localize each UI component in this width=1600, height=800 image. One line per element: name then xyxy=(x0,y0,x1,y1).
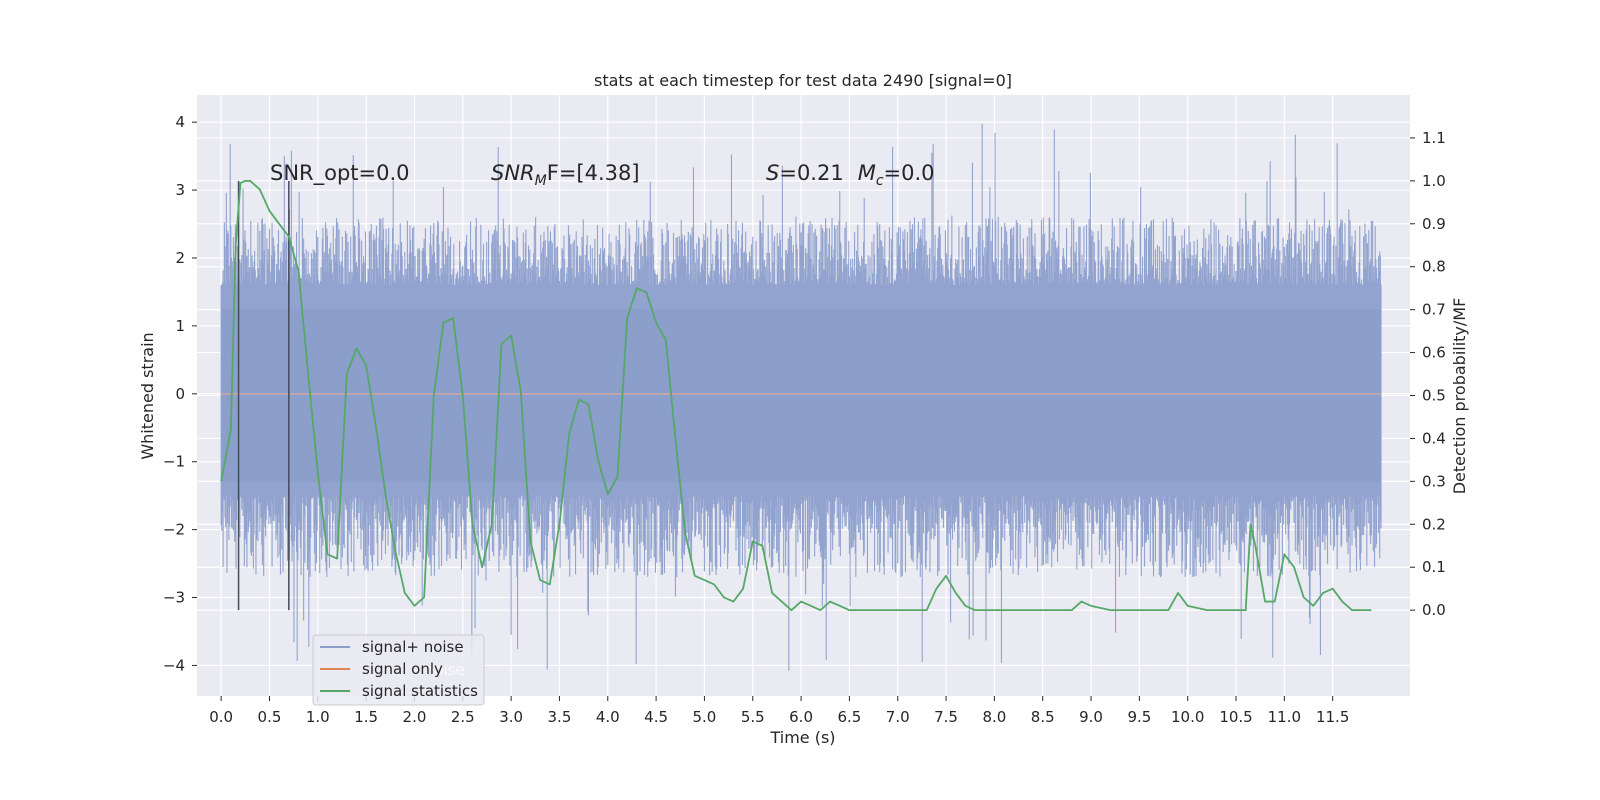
y-tick-label: −1 xyxy=(163,453,185,471)
y-right-axis-label: Detection probability/MF xyxy=(1450,298,1469,495)
y-right-tick-label: 1.1 xyxy=(1422,129,1446,147)
x-tick-label: 6.5 xyxy=(837,708,861,726)
x-tick-label: 10.5 xyxy=(1219,708,1252,726)
x-tick-label: 10.0 xyxy=(1171,708,1204,726)
noise-core-band xyxy=(221,308,1382,483)
annotation-snr-mf-prefix: SNR xyxy=(491,161,535,185)
y-right-tick-label: 0.0 xyxy=(1422,601,1446,619)
x-axis-ticks: 0.0 0.5 1.0 1.5 2.0 2.5 3.0 3.5 4.0 4.5 5.0 5.5 6.0 6… xyxy=(209,696,1349,726)
y-right-tick-label: 0.7 xyxy=(1422,301,1446,319)
y-tick-label: −3 xyxy=(163,589,185,607)
x-tick-label: 1.5 xyxy=(354,708,378,726)
x-tick-label: 11.0 xyxy=(1268,708,1301,726)
legend-label-signal-plus-noise: signal+ noise xyxy=(362,638,464,656)
vertical-markers xyxy=(237,180,290,611)
y-tick-label: −2 xyxy=(163,521,185,539)
x-tick-label: 2.0 xyxy=(403,708,427,726)
annotation-snr-mf-sub: M xyxy=(535,173,547,189)
x-tick-label: 4.0 xyxy=(596,708,620,726)
x-tick-label: 3.5 xyxy=(548,708,572,726)
x-tick-label: 1.0 xyxy=(306,708,330,726)
x-tick-label: 11.5 xyxy=(1316,708,1349,726)
series-signal-plus-noise xyxy=(220,123,1382,671)
y-right-tick-label: 0.3 xyxy=(1422,472,1446,490)
y-right-tick-label: 0.9 xyxy=(1422,215,1446,233)
chart-title: stats at each timestep for test data 249… xyxy=(594,71,1012,90)
legend-box xyxy=(312,634,485,706)
series-signal-statistics xyxy=(220,179,1372,612)
y-right-tick-label: 0.2 xyxy=(1422,515,1446,533)
y-right-tick-label: 0.4 xyxy=(1422,429,1446,447)
y-axis-label: Whitened strain xyxy=(138,332,157,459)
y-tick-label: 1 xyxy=(175,317,185,335)
x-tick-label: 0.5 xyxy=(258,708,282,726)
annotation-s-value: =0.21 xyxy=(779,161,843,185)
y-right-axis-ticks: 0.0 0.1 0.2 0.3 0.4 0.5 0.6 0.7 0.8 0.9 1.0 1.1 xyxy=(1410,129,1446,619)
y-tick-label: −4 xyxy=(163,656,185,674)
x-tick-label: 6.0 xyxy=(789,708,813,726)
x-tick-label: 2.5 xyxy=(451,708,475,726)
x-tick-label: 9.5 xyxy=(1127,708,1151,726)
x-tick-label: 7.5 xyxy=(934,708,958,726)
annotation-s-mc: S=0.21 Mc=0.0 xyxy=(766,161,935,189)
x-tick-label: 9.0 xyxy=(1079,708,1103,726)
x-tick-label: 0.0 xyxy=(209,708,233,726)
y-tick-label: 2 xyxy=(175,249,185,267)
y-right-tick-label: 0.8 xyxy=(1422,258,1446,276)
legend: noise signal+ noise signal only signal s… xyxy=(312,634,485,706)
annotation-mc-value: =0.0 xyxy=(884,161,935,185)
annotation-snr-mf: SNRMF=[4.38] xyxy=(491,161,640,189)
signal-statistics-line xyxy=(220,179,1372,612)
legend-ghost-text: noise xyxy=(425,661,465,679)
y-right-tick-label: 1.0 xyxy=(1422,172,1446,190)
x-axis-label: Time (s) xyxy=(769,728,835,747)
annotation-snr-mf-suffix: F=[4.38] xyxy=(547,161,640,185)
annotation-snr-opt: SNR_opt=0.0 xyxy=(270,161,410,186)
x-tick-label: 4.5 xyxy=(644,708,668,726)
y-tick-label: 4 xyxy=(175,113,185,131)
annotation-mc-sub: c xyxy=(876,173,884,189)
y-tick-label: 3 xyxy=(175,181,185,199)
x-tick-label: 8.5 xyxy=(1031,708,1055,726)
legend-label-signal-only: signal only xyxy=(362,660,443,678)
y-right-tick-label: 0.5 xyxy=(1422,387,1446,405)
x-tick-label: 8.0 xyxy=(982,708,1006,726)
y-right-tick-label: 0.6 xyxy=(1422,344,1446,362)
x-tick-label: 3.0 xyxy=(499,708,523,726)
x-tick-label: 5.0 xyxy=(693,708,717,726)
y-axis-ticks: −4 −3 −2 −1 0 1 2 3 4 xyxy=(163,113,197,674)
y-right-tick-label: 0.1 xyxy=(1422,558,1446,576)
annotation-s-var: S xyxy=(766,161,779,185)
annotation-mc-var: M xyxy=(858,161,876,185)
y-tick-label: 0 xyxy=(175,385,185,403)
x-tick-label: 5.5 xyxy=(741,708,765,726)
x-tick-label: 7.0 xyxy=(886,708,910,726)
legend-label-signal-statistics: signal statistics xyxy=(362,682,478,700)
